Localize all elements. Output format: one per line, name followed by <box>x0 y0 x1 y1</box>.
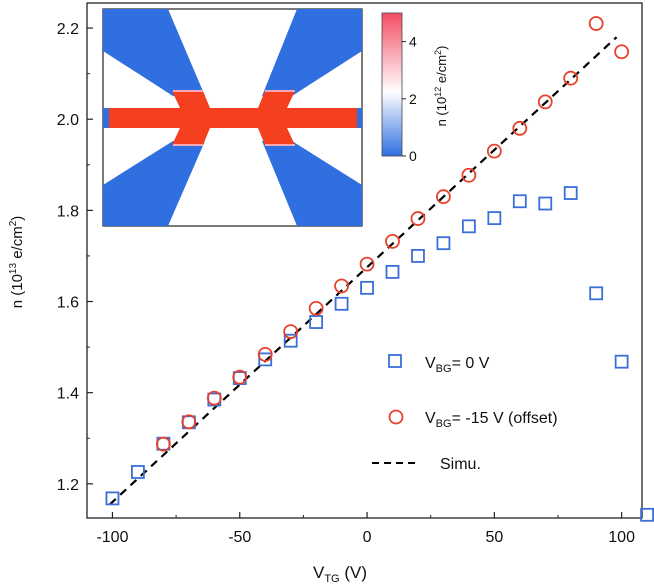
data-point-square <box>589 286 604 301</box>
y-axis: 1.2 1.4 1.6 1.8 2.0 2.2 <box>57 21 93 494</box>
y-tick-label: 1.4 <box>57 386 79 403</box>
data-point-square <box>436 236 451 251</box>
data-point-circle <box>461 167 477 183</box>
data-point-square <box>258 352 273 367</box>
colorbar <box>381 12 403 157</box>
y-axis-title: n (1013 e/cm2) <box>8 216 26 309</box>
data-point-square <box>309 315 324 329</box>
y-tick-label: 1.2 <box>57 477 79 494</box>
x-axis: -100 -50 0 50 100 <box>96 512 635 546</box>
data-point-circle <box>512 120 528 136</box>
data-point-square <box>385 264 400 279</box>
data-point-circle <box>359 256 375 272</box>
y-tick-label: 1.8 <box>57 203 79 220</box>
data-point-circle <box>537 94 553 110</box>
data-point-circle <box>206 390 222 406</box>
inset-contact-left <box>103 108 111 128</box>
data-point-square <box>411 249 425 263</box>
colorbar-ticks: 0 2 4 <box>402 34 417 164</box>
legend: VBG= 0 V VBG= -15 V (offset) Simu. <box>372 354 558 473</box>
inset-channel-node-left <box>172 91 210 145</box>
inset-gate-top-left <box>103 9 205 96</box>
data-point-circle <box>334 278 349 294</box>
plot-frame <box>86 2 643 519</box>
data-point-square <box>283 333 298 348</box>
y-tick-label: 2.2 <box>57 21 79 38</box>
series-vbg-minus-15 <box>155 16 630 452</box>
inset-channel-node-right <box>258 91 295 145</box>
data-point-circle <box>563 70 579 86</box>
x-tick-label: 0 <box>363 529 372 546</box>
data-point-circle <box>486 143 502 159</box>
x-tick-label: -50 <box>228 529 251 546</box>
data-point-circle <box>308 300 324 316</box>
data-point-circle <box>410 211 426 226</box>
x-axis-title: VTG (V) <box>313 563 367 585</box>
data-point-square <box>512 194 527 209</box>
data-point-square <box>487 211 502 226</box>
data-point-circle <box>614 44 630 60</box>
x-tick-label: 50 <box>485 529 503 546</box>
data-point-circle <box>257 346 273 362</box>
legend-marker-square <box>388 354 402 368</box>
legend-label-vbg-0: VBG= 0 V <box>425 355 490 375</box>
colorbar-tick-label: 2 <box>409 91 417 107</box>
legend-label-vbg-minus-15: VBG= -15 V (offset) <box>425 410 558 430</box>
colorbar-label: n (1012 e/cm2) <box>433 46 449 127</box>
data-point-circle <box>283 324 299 339</box>
data-point-square <box>563 186 578 200</box>
y-tick-label: 1.6 <box>57 295 79 312</box>
data-point-circle <box>436 189 451 205</box>
data-point-square <box>131 465 145 479</box>
data-point-square <box>334 296 349 311</box>
colorbar-tick-label: 0 <box>409 148 417 164</box>
data-point-circle <box>232 369 248 385</box>
data-point-circle <box>181 414 197 430</box>
data-point-square <box>614 354 629 369</box>
data-point-circle <box>588 16 604 31</box>
inset-channel <box>109 108 357 128</box>
inset-gate-bottom-left <box>103 141 205 226</box>
data-point-circle <box>385 233 400 249</box>
data-point-square <box>360 280 374 295</box>
legend-label-simu: Simu. <box>440 456 481 473</box>
data-point-square <box>461 219 476 234</box>
x-tick-label: 100 <box>608 529 635 546</box>
data-point-circle <box>155 436 171 452</box>
data-point-square <box>640 507 654 522</box>
colorbar-tick-label: 4 <box>409 34 417 50</box>
x-tick-label: -100 <box>96 529 128 546</box>
data-point-square <box>538 196 553 211</box>
y-tick-label: 2.0 <box>57 112 79 129</box>
inset-gate-top-right <box>262 9 362 96</box>
inset-contact-right <box>355 108 362 128</box>
inset-device-map: 0 2 4 n (1012 e/cm2) <box>102 8 449 227</box>
inset-gate-bottom-right <box>262 141 362 226</box>
legend-marker-circle <box>388 409 404 425</box>
data-point-square <box>105 491 120 506</box>
series-vbg-0 <box>105 186 654 522</box>
